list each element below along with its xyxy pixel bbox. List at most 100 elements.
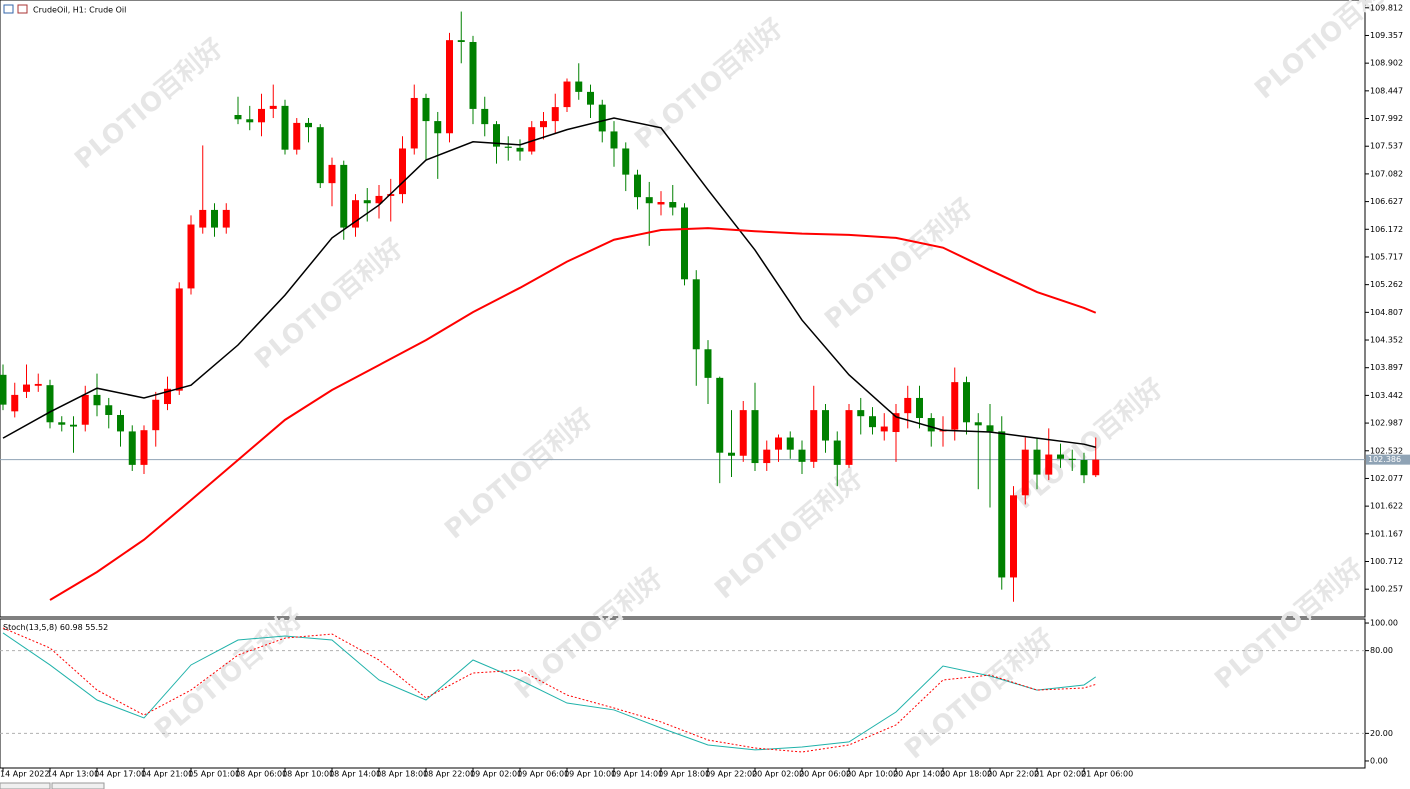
candle-body xyxy=(293,122,301,150)
candle-body xyxy=(23,384,30,392)
candle-body xyxy=(739,410,747,456)
candle-body xyxy=(399,148,406,195)
candle-body xyxy=(1021,449,1029,496)
candle-body xyxy=(1068,458,1076,461)
chart-title: CrudeOil, H1: Crude Oil xyxy=(33,6,126,15)
candle-body xyxy=(751,410,759,464)
x-tick-label: 14 Apr 2022 xyxy=(0,770,49,779)
candle-body xyxy=(869,416,876,428)
candle-body xyxy=(1080,460,1088,476)
x-tick-label: 21 Apr 02:00 xyxy=(1034,770,1086,779)
stoch-signal-value: 55.52 xyxy=(85,623,108,632)
y-tick-label: 105.717 xyxy=(1370,252,1403,261)
moving-average xyxy=(2,117,1096,448)
candle-body xyxy=(1057,454,1064,459)
price-label: 102.386 xyxy=(1368,455,1401,464)
price-panel xyxy=(0,0,1366,618)
x-tick-label: 20 Apr 10:00 xyxy=(846,770,898,779)
x-tick-label: 19 Apr 10:00 xyxy=(564,770,616,779)
candle-body xyxy=(81,394,89,425)
candle-body xyxy=(786,437,794,450)
stoch-panel xyxy=(0,618,1366,769)
candle-body xyxy=(446,40,453,134)
candle-body xyxy=(93,394,101,406)
x-tick-label: 18 Apr 22:00 xyxy=(423,770,475,779)
candle-body xyxy=(469,41,477,109)
candle-body xyxy=(1010,495,1017,578)
candle-body xyxy=(598,104,606,132)
x-tick-label: 14 Apr 13:00 xyxy=(47,770,99,779)
x-tick-label: 15 Apr 01:00 xyxy=(188,770,240,779)
candle-body xyxy=(657,202,665,205)
candle-body xyxy=(211,209,218,228)
y-tick-label: 103.897 xyxy=(1370,363,1403,372)
y-tick-label: 104.807 xyxy=(1370,308,1403,317)
candle-body xyxy=(798,449,806,462)
y-tick-label: 80.00 xyxy=(1370,646,1393,655)
y-tick-label: 0.00 xyxy=(1370,756,1388,765)
candle-body xyxy=(974,422,982,426)
candle-body xyxy=(716,377,724,453)
candle-body xyxy=(681,207,688,280)
x-tick-label: 14 Apr 17:00 xyxy=(94,770,146,779)
x-tick-label: 20 Apr 14:00 xyxy=(893,770,945,779)
candle-body xyxy=(504,146,512,148)
candle-body xyxy=(998,431,1006,578)
y-tick-label: 102.532 xyxy=(1370,446,1403,455)
candle-body xyxy=(422,97,430,122)
x-tick-label: 20 Apr 18:00 xyxy=(940,770,992,779)
x-tick-label: 18 Apr 06:00 xyxy=(235,770,287,779)
candle-body xyxy=(951,382,959,430)
y-tick-label: 100.712 xyxy=(1370,557,1403,566)
candle-body xyxy=(645,197,653,204)
x-tick-label: 19 Apr 22:00 xyxy=(705,770,757,779)
candle-body xyxy=(305,122,312,128)
tab[interactable] xyxy=(0,782,51,789)
candle-body xyxy=(1045,454,1053,475)
candle-body xyxy=(269,105,277,109)
y-tick-label: 108.902 xyxy=(1370,59,1403,68)
candle-body xyxy=(692,279,700,350)
y-tick-label: 20.00 xyxy=(1370,729,1393,738)
y-tick-label: 107.992 xyxy=(1370,114,1403,123)
y-tick-label: 105.262 xyxy=(1370,280,1403,289)
tab[interactable] xyxy=(51,782,105,789)
candle-body xyxy=(551,107,559,122)
candle-body xyxy=(857,410,865,417)
candle-body xyxy=(70,424,77,427)
x-tick-label: 19 Apr 06:00 xyxy=(517,770,569,779)
candle-body xyxy=(128,431,136,465)
candle-body xyxy=(352,200,359,228)
candle-body xyxy=(105,405,113,415)
candle-body xyxy=(916,397,923,419)
candle-body xyxy=(481,108,489,125)
candle-body xyxy=(892,413,900,433)
x-tick-label: 18 Apr 10:00 xyxy=(282,770,334,779)
candle-body xyxy=(457,40,465,42)
candle-body xyxy=(387,194,395,196)
candle-body xyxy=(222,209,230,228)
candle-body xyxy=(904,397,912,414)
candle-body xyxy=(704,349,712,378)
y-tick-label: 109.357 xyxy=(1370,31,1403,40)
candle-body xyxy=(140,430,148,465)
y-tick-label: 102.077 xyxy=(1370,474,1403,483)
x-tick-label: 21 Apr 06:00 xyxy=(1081,770,1133,779)
candle-body xyxy=(46,385,54,423)
candle-body xyxy=(516,147,524,152)
candle-body xyxy=(258,108,265,123)
stoch-main-value: 60.98 xyxy=(60,623,83,632)
candle-body xyxy=(728,452,735,456)
candle-body xyxy=(234,115,242,120)
candle-body xyxy=(175,288,183,391)
icon xyxy=(3,4,14,14)
y-tick-label: 107.082 xyxy=(1370,169,1403,178)
candle-body xyxy=(281,105,289,150)
y-tick-label: 100.00 xyxy=(1370,619,1398,628)
y-tick-label: 108.447 xyxy=(1370,86,1403,95)
candle-body xyxy=(986,425,994,432)
candle-body xyxy=(152,399,160,431)
candle-body xyxy=(763,449,771,464)
candle-body xyxy=(117,414,124,432)
candle-body xyxy=(634,174,641,198)
